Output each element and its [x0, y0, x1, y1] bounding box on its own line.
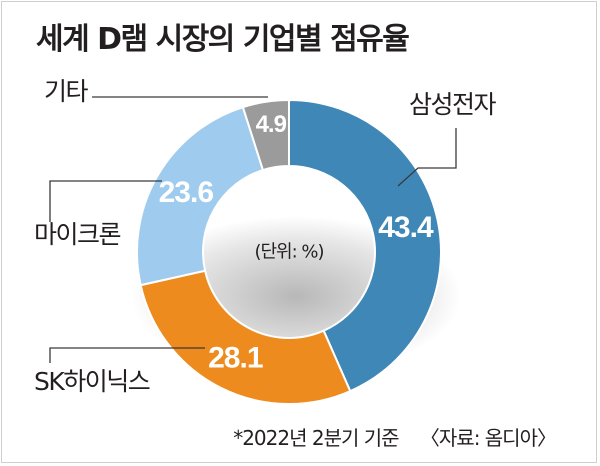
value-label-series-0: 43.4 [378, 211, 434, 244]
chart-footer: *2022년 2분기 기준 〈자료: 옴디아〉 [233, 422, 557, 451]
value-label-series-2: 23.6 [159, 176, 214, 209]
donut-slices [136, 98, 442, 405]
callout-lines [49, 96, 457, 363]
slice-series-2 [136, 105, 265, 287]
footnote: *2022년 2분기 기준 [233, 426, 399, 450]
unit-label: (단위: %) [254, 242, 323, 263]
value-label-series-3: 4.9 [256, 111, 287, 138]
category-label-sk: SK하이닉스 [34, 367, 150, 396]
category-label-series-2: 마이크론 [34, 220, 121, 249]
leader-line-series-2 [49, 180, 162, 222]
slice-sk [139, 269, 352, 405]
chart-labels: 43.4 28.1 23.6 4.9 (단위: %) 삼성전자 SK하이닉스 마이크론 기타 [34, 77, 498, 396]
chart-title: 세계 D램 시장의 기업별 점유율 [36, 22, 410, 57]
category-label-series-0: 삼성전자 [409, 90, 497, 119]
slice-series-0 [288, 98, 442, 393]
value-label-sk: 28.1 [208, 342, 263, 375]
slice-series-3 [241, 98, 290, 172]
category-label-series-3: 기타 [44, 77, 89, 106]
leader-line-series-0 [397, 128, 457, 187]
leader-line-sk [49, 347, 205, 363]
source-note: 〈자료: 옴디아〉 [419, 426, 557, 450]
